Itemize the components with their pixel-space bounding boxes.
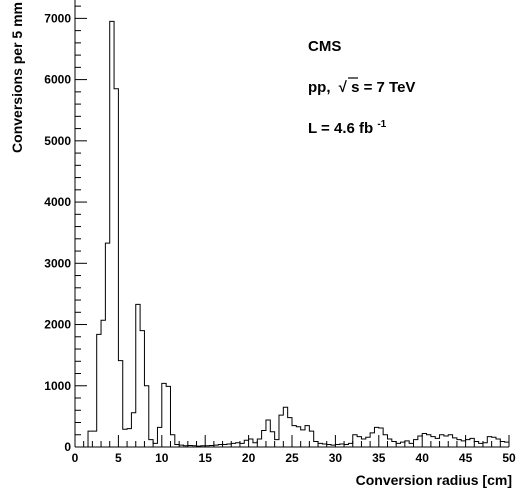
y-tick-label: 4000 [44, 195, 71, 209]
y-tick-label: 2000 [44, 318, 71, 332]
x-tick-label: 25 [285, 451, 299, 465]
y-tick-label: 0 [64, 440, 71, 454]
energy-variable: s [351, 79, 359, 96]
x-tick-label: 50 [502, 451, 516, 465]
lumi-exponent: -1 [377, 119, 386, 130]
x-tick-label: 5 [115, 451, 122, 465]
energy-suffix: = 7 TeV [364, 79, 416, 96]
annotation-luminosity: L = 4.6 fb -1 [308, 119, 387, 137]
y-tick-label: 7000 [44, 11, 71, 25]
y-tick-label: 5000 [44, 134, 71, 148]
energy-prefix: pp, [308, 79, 331, 96]
y-tick-label: 6000 [44, 73, 71, 87]
x-tick-label: 15 [199, 451, 213, 465]
energy-sqrt-symbol: √ [339, 79, 348, 96]
x-axis-title: Conversion radius [cm] [356, 472, 512, 488]
y-axis-title: Conversions per 5 mm [9, 2, 25, 153]
x-axis-ticks: 0 5 10 15 20 25 30 35 40 45 50 [72, 435, 516, 465]
histogram-series-line [87, 20, 510, 447]
x-tick-label: 20 [242, 451, 256, 465]
y-axis-ticks: 0 1000 2000 3000 4000 5000 6000 7000 [44, 5, 87, 454]
x-tick-label: 45 [459, 451, 473, 465]
annotation-experiment: CMS [308, 38, 341, 55]
x-tick-label: 0 [72, 451, 79, 465]
y-tick-label: 3000 [44, 256, 71, 270]
x-tick-label: 35 [372, 451, 386, 465]
annotation-energy: pp, √ s = 7 TeV [308, 79, 415, 96]
x-tick-label: 30 [329, 451, 343, 465]
x-tick-label: 40 [416, 451, 430, 465]
lumi-prefix: L = 4.6 fb [308, 120, 373, 137]
y-tick-label: 1000 [44, 379, 71, 393]
x-tick-label: 10 [155, 451, 169, 465]
